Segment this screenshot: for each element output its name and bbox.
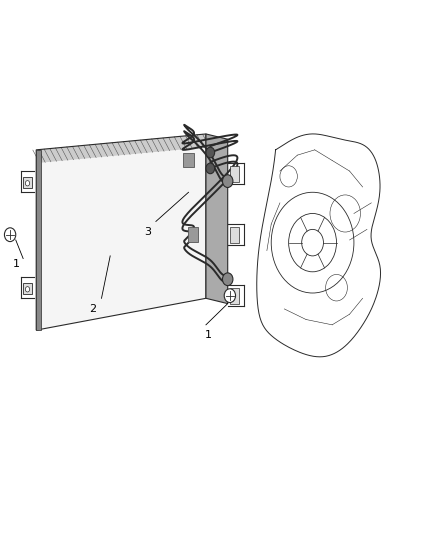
Circle shape [25,287,30,292]
Bar [230,166,240,182]
Bar [23,284,32,294]
Text: 2: 2 [89,304,96,314]
Polygon shape [36,134,206,163]
Bar [23,177,32,188]
Polygon shape [206,134,228,304]
Circle shape [4,228,16,241]
Bar [187,227,198,241]
Circle shape [206,163,215,174]
Circle shape [25,181,30,186]
Bar [230,288,240,304]
Bar [184,152,194,167]
Polygon shape [36,134,206,330]
Polygon shape [36,150,42,330]
Circle shape [206,147,215,158]
Text: 1: 1 [13,259,20,269]
Circle shape [223,175,233,188]
Text: 1: 1 [205,330,212,341]
Circle shape [223,273,233,286]
Circle shape [224,289,236,303]
Text: 3: 3 [144,227,151,237]
Bar [230,227,240,243]
